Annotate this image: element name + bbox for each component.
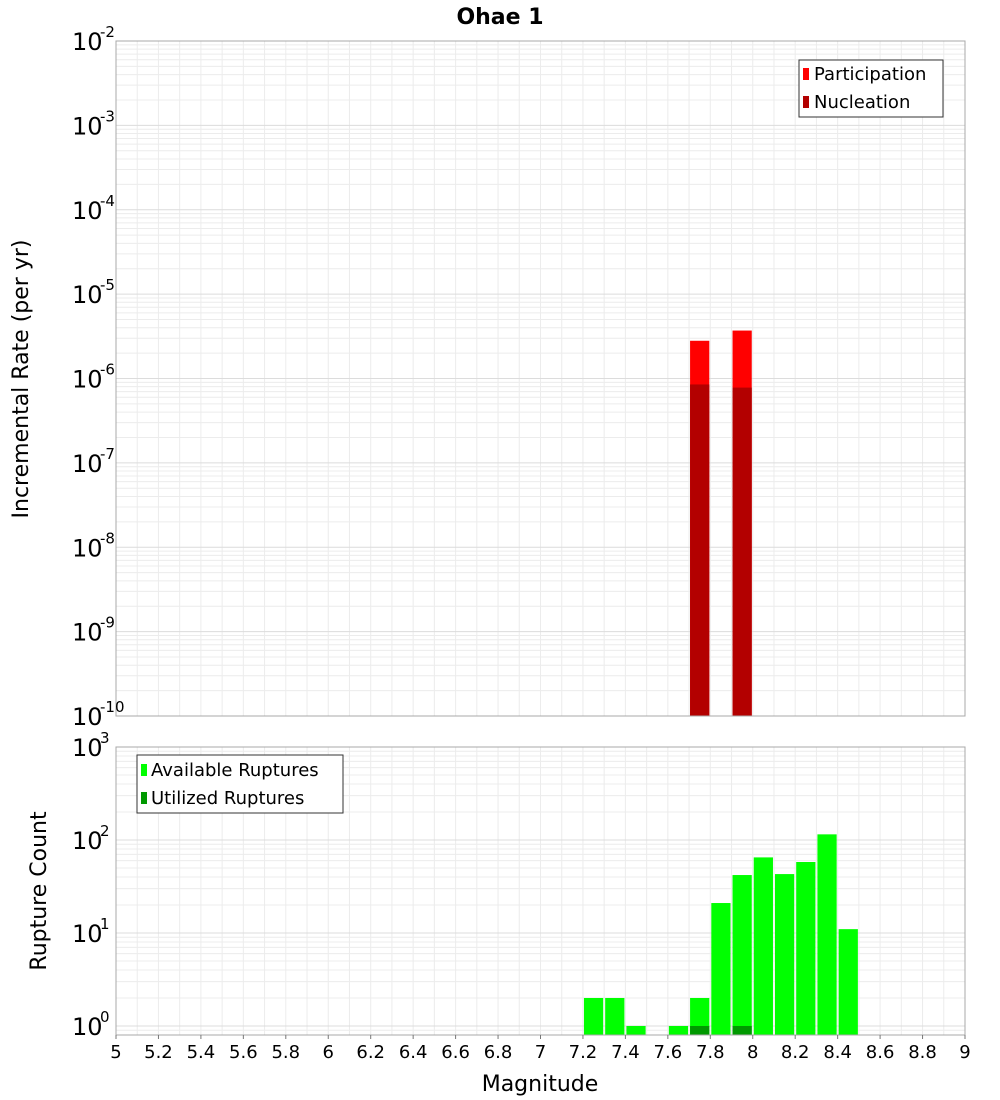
bottom-y-tick-base: 10 [72, 920, 103, 948]
x-tick-label: 5 [110, 1042, 121, 1063]
bottom-bar-available-ruptures [690, 997, 710, 1035]
x-tick-label: 5.4 [187, 1042, 216, 1063]
legend-label-nucleation: Nucleation [814, 92, 910, 113]
legend-swatch-utilized [141, 792, 147, 804]
top-grid [115, 40, 966, 717]
x-tick-label: 8.6 [866, 1042, 895, 1063]
top-plot-border [115, 40, 966, 717]
x-tick-label: 7.2 [569, 1042, 598, 1063]
top-y-tick-base: 10 [72, 197, 103, 225]
bottom-bar-utilized-ruptures [732, 1025, 752, 1035]
legend-swatch-nucleation [803, 96, 809, 108]
x-tick-label: 8.4 [823, 1042, 852, 1063]
x-tick-label: 8.2 [781, 1042, 810, 1063]
top-y-tick-base: 10 [72, 28, 103, 56]
x-tick-label: 6.6 [441, 1042, 470, 1063]
top-y-tick-base: 10 [72, 112, 103, 140]
bottom-bar-available-ruptures [711, 903, 731, 1035]
bottom-y-tick-exponent: 3 [100, 729, 110, 747]
x-tick-label: 8.8 [908, 1042, 937, 1063]
top-y-tick-base: 10 [72, 366, 103, 394]
chart-title: Ohae 1 [456, 5, 543, 30]
bottom-bar-available-ruptures [583, 997, 604, 1035]
bottom-y-tick-exponent: 0 [100, 1008, 110, 1026]
x-tick-label: 7.8 [696, 1042, 725, 1063]
bottom-bar-available-ruptures [732, 875, 752, 1035]
x-tick-label: 7 [535, 1042, 546, 1063]
top-y-tick-exponent: -5 [100, 276, 115, 294]
bottom-y-tick-base: 10 [72, 734, 103, 762]
bottom-legend-box [136, 754, 344, 814]
x-tick-label: 7.6 [654, 1042, 683, 1063]
x-tick-labels: 5 5.2 5.4 5.6 5.8 6 6.2 6.4 6.6 6.8 7 7.2 7.4 7.6 7.8 8… [110, 1035, 971, 1063]
bottom-bar-utilized-ruptures [690, 1025, 710, 1035]
legend-label-available: Available Ruptures [151, 760, 319, 781]
bottom-bar-available-ruptures [626, 1025, 646, 1035]
top-y-tick-base: 10 [72, 703, 103, 731]
top-y-tick-exponent: -4 [100, 192, 115, 210]
x-tick-label: 8 [747, 1042, 758, 1063]
bottom-bar-available-ruptures [838, 929, 858, 1035]
legend-label-participation: Participation [814, 64, 926, 85]
top-y-tick-exponent: -7 [100, 445, 115, 463]
top-y-tick-exponent: -8 [100, 529, 115, 547]
x-tick-label: 6 [323, 1042, 334, 1063]
bottom-legend: Available Ruptures Utilized Ruptures [136, 754, 344, 814]
bottom-bar-available-ruptures [774, 874, 795, 1035]
top-y-tick-base: 10 [72, 534, 103, 562]
top-bar-nucleation [732, 387, 752, 716]
bottom-y-tick-base: 10 [72, 1013, 103, 1041]
top-y-tick-exponent: -9 [100, 614, 115, 632]
top-y-tick-base: 10 [72, 619, 103, 647]
bottom-bar-available-ruptures [796, 861, 816, 1035]
x-tick-label: 6.2 [356, 1042, 385, 1063]
bottom-y-axis-label: Rupture Count [27, 811, 52, 971]
legend-swatch-available [141, 764, 147, 776]
x-tick-label: 7.4 [611, 1042, 640, 1063]
bottom-bars [583, 834, 858, 1035]
top-y-axis-label: Incremental Rate (per yr) [9, 240, 34, 519]
top-legend-box [798, 59, 944, 118]
top-legend: Participation Nucleation [798, 59, 944, 118]
x-tick-label: 5.2 [144, 1042, 173, 1063]
x-tick-label: 5.8 [271, 1042, 300, 1063]
bottom-bar-available-ruptures [668, 1025, 689, 1035]
legend-swatch-participation [803, 68, 809, 80]
top-bars [690, 330, 752, 716]
bottom-y-tick-exponent: 1 [100, 915, 110, 933]
x-axis-label: Magnitude [482, 1072, 599, 1097]
top-bar-nucleation [690, 384, 710, 716]
bottom-y-tick-base: 10 [72, 827, 103, 855]
legend-label-utilized: Utilized Ruptures [151, 788, 304, 809]
top-y-tick-exponent: -3 [100, 107, 115, 125]
x-tick-label: 9 [959, 1042, 970, 1063]
top-y-tick-base: 10 [72, 450, 103, 478]
bottom-y-tick-exponent: 2 [100, 822, 110, 840]
top-y-tick-exponent: -10 [100, 698, 125, 716]
bottom-bar-available-ruptures [817, 834, 837, 1035]
top-y-tick-base: 10 [72, 281, 103, 309]
x-tick-label: 5.6 [229, 1042, 258, 1063]
bottom-bar-available-ruptures [753, 857, 773, 1035]
top-y-tick-exponent: -6 [100, 361, 115, 379]
x-tick-label: 6.8 [484, 1042, 513, 1063]
top-y-tick-exponent: -2 [100, 23, 115, 41]
bottom-bar-available-ruptures [605, 997, 625, 1035]
x-tick-label: 6.4 [399, 1042, 428, 1063]
